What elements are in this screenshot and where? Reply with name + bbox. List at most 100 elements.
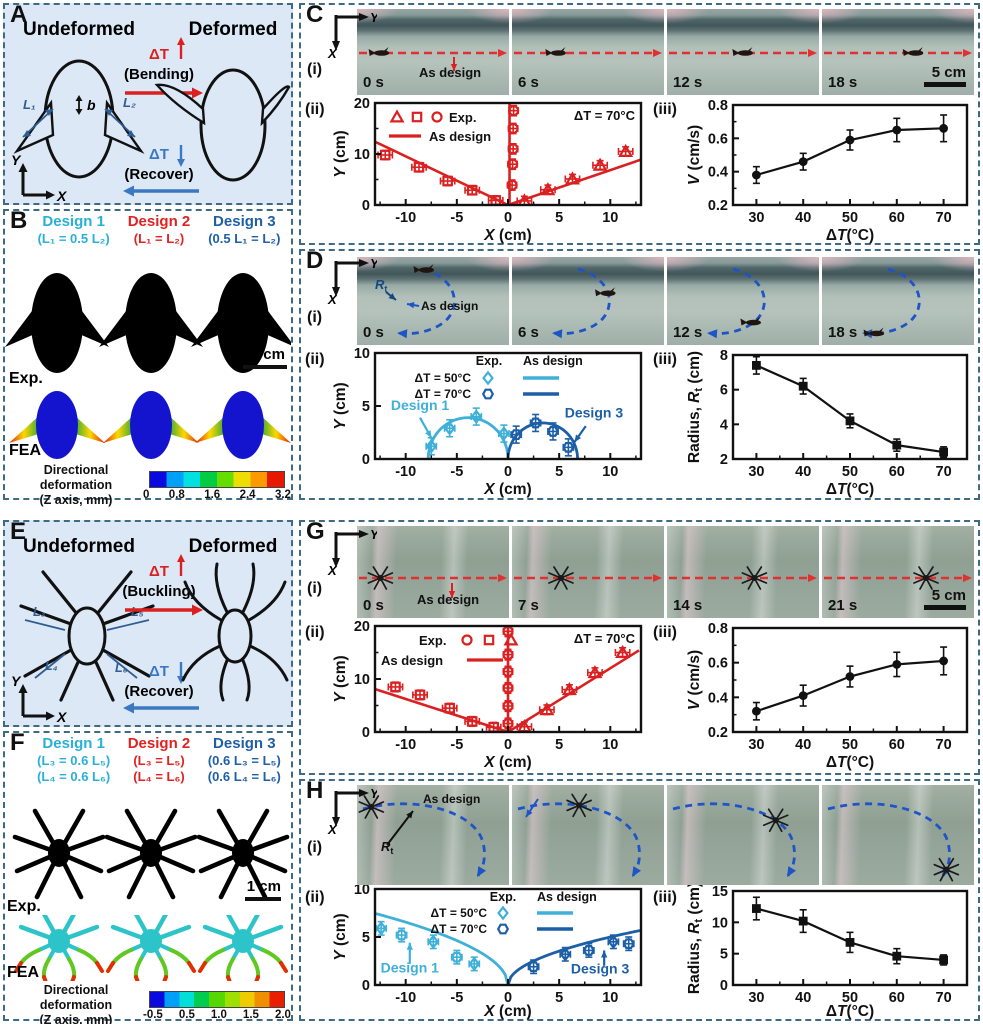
chart-d-iii: 30 40 50 60 70 2 4 6 8 ΔT(°C) Radius, Rt (cm) (685, 347, 977, 504)
panel-a: Undeformed Deformed L₁ L₂ b ΔT (Bending) (3, 1, 293, 205)
svg-text:Design 3: Design 3 (571, 960, 630, 976)
photo-frame: 12 s (667, 257, 819, 345)
svg-text:V (cm/s): V (cm/s) (686, 650, 703, 710)
photo-frame: 18 s 5 cm (822, 9, 974, 95)
photo-frame: Rt As design (357, 785, 509, 885)
fea-label: FEA (7, 964, 39, 981)
bending-arrowhead (192, 87, 203, 99)
l6-label: L₆ (115, 661, 128, 675)
dimension-arrows (24, 619, 150, 679)
scale-bar-f (245, 897, 281, 901)
recover-label: (Recover) (124, 166, 193, 183)
svg-text:4: 4 (720, 417, 728, 433)
photo-frame (822, 785, 974, 885)
panel-letter-a: A (10, 1, 28, 28)
chart-d-ii: -10 -5 0 5 10 0 5 10 X (cm) Y (cm) Exp. As design ΔT… (331, 346, 649, 504)
svg-text:0 s: 0 s (363, 324, 384, 341)
svg-text:Exp.: Exp. (490, 890, 516, 904)
fish-robot-icon (732, 47, 753, 56)
svg-text:20: 20 (354, 97, 370, 112)
exp-shapes-f: Exp. 1 cm (7, 797, 291, 915)
spider-robot-icon (913, 566, 939, 590)
svg-text:ΔT(°C): ΔT(°C) (826, 481, 874, 498)
fea-label: FEA (9, 442, 41, 459)
exp-spider-design2 (107, 811, 195, 897)
design2-formula2: (L₄ = L₆) (133, 769, 185, 784)
svg-text:-5: -5 (450, 210, 463, 226)
chart-g-ii: -10 -5 0 5 10 0 10 20 X (cm) Y (cm) ΔT = 70°C Exp. A… (331, 619, 649, 777)
svg-text:0.6: 0.6 (708, 131, 728, 147)
svg-text:As design: As design (537, 890, 597, 904)
b-label: b (87, 97, 96, 113)
svg-text:-10: -10 (395, 210, 416, 226)
svg-text:60: 60 (889, 990, 905, 1006)
l5-label: L₅ (131, 605, 144, 619)
panel-letter-b: B (10, 207, 28, 234)
svg-text:10: 10 (354, 672, 370, 688)
exp-fish-design2 (99, 273, 203, 373)
svg-text:ΔT = 70°C: ΔT = 70°C (574, 108, 636, 123)
svg-text:60: 60 (889, 737, 905, 753)
x-axis-label: X (327, 46, 338, 59)
design3-formula2: (0.6 L₄ = L₆) (207, 769, 281, 784)
spider-robot-icon (358, 795, 385, 819)
svg-text:As design: As design (419, 65, 481, 80)
svg-text:Radius, Rt (cm): Radius, Rt (cm) (686, 351, 705, 463)
exp-label: Exp. (9, 370, 43, 387)
photo-frame: 7 s (512, 526, 664, 618)
design2-name: Design 2 (127, 213, 191, 230)
svg-text:0.2: 0.2 (708, 198, 728, 214)
svg-text:60: 60 (889, 210, 905, 226)
svg-text:5: 5 (555, 210, 563, 226)
svg-text:ΔT(°C): ΔT(°C) (826, 227, 874, 244)
svg-text:50: 50 (842, 990, 858, 1006)
chart-c-ii: -10 -5 0 5 10 0 10 20 X (cm) Y (cm) ΔT = 70°C Exp. A… (331, 96, 649, 250)
svg-text:0 s: 0 s (363, 597, 384, 614)
svg-text:5: 5 (555, 464, 563, 480)
svg-text:2: 2 (720, 452, 728, 468)
buckling-label: (Buckling) (122, 583, 195, 600)
photo-axes-h: Y X (327, 786, 377, 835)
svg-text:Exp.: Exp. (476, 354, 502, 368)
svg-text:Exp.: Exp. (419, 633, 446, 648)
chart-svg: 30 40 50 60 70 0 5 10 15 ΔT(°C) Radius, Rt (cm) (686, 882, 969, 1020)
svg-text:-5: -5 (450, 990, 463, 1006)
panel-g: G Y X (i) 0 s As design 7 s 14 s 21 s 5 cm (i… (299, 518, 980, 777)
svg-text:-5: -5 (450, 737, 463, 753)
svg-text:70: 70 (936, 737, 952, 753)
up-arrowhead (177, 37, 185, 45)
svg-text:Rt: Rt (381, 839, 393, 856)
fish-robot-icon (595, 287, 616, 297)
sub-ii: (ii) (305, 624, 325, 641)
recover-arrowhead (123, 185, 134, 197)
delta-t-up-label: ΔT (149, 46, 169, 63)
svg-text:14 s: 14 s (673, 597, 702, 614)
fish-robot-icon (740, 316, 761, 326)
svg-text:10: 10 (712, 915, 728, 931)
design1-formula2: (L₄ = 0.6 L₆) (37, 769, 111, 784)
svg-text:As design: As design (423, 792, 480, 806)
deformed-label: Deformed (189, 536, 278, 557)
svg-text:70: 70 (936, 464, 952, 480)
chart-svg: -10 -5 0 5 10 0 5 10 X (cm) Y (cm) Exp. As design ΔT… (332, 882, 643, 1020)
photo-frame: 0 s Rt As design (357, 257, 509, 345)
colorbar-ticks-f: -0.5 0.5 1.0 1.5 2.0 (143, 1008, 291, 1021)
fish-robot-icon (545, 47, 566, 56)
svg-text:-5: -5 (450, 464, 463, 480)
design3-formula1: (0.6 L₃ = L₅) (207, 753, 281, 768)
svg-text:50: 50 (842, 210, 858, 226)
svg-text:0: 0 (362, 198, 370, 214)
down-arrowhead (177, 159, 185, 167)
svg-text:12 s: 12 s (673, 324, 702, 341)
svg-text:ΔT = 70°C: ΔT = 70°C (431, 922, 488, 936)
scale-label-b: 1 cm (251, 346, 285, 363)
chart-h-iii: 30 40 50 60 70 0 5 10 15 ΔT(°C) Radius, Rt (cm) (685, 882, 977, 1024)
exp-spider-design1 (15, 811, 103, 897)
spider-body-undeformed (67, 606, 107, 666)
svg-text:0: 0 (504, 464, 512, 480)
svg-text:10: 10 (602, 990, 618, 1006)
panel-h: H Y X (i) Rt As design (ii) -10 -5 0 5 10 0 5 10… (299, 777, 980, 1024)
svg-text:0 s: 0 s (363, 74, 384, 91)
panel-letter-c: C (306, 1, 324, 28)
svg-text:As design: As design (523, 354, 583, 368)
